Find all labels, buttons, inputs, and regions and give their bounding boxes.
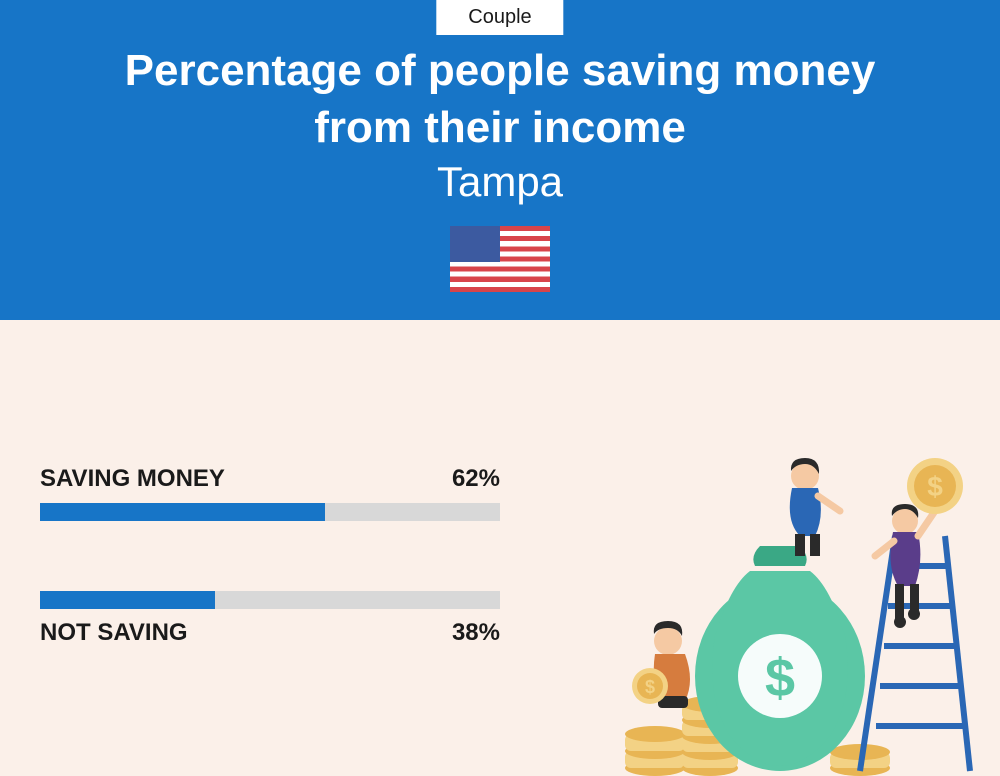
bar-notsaving-track xyxy=(40,591,500,609)
us-flag-icon xyxy=(450,226,550,292)
bar-saving-track xyxy=(40,503,500,521)
bar-saving-labels: SAVING MONEY 62% xyxy=(40,465,500,493)
bar-saving: SAVING MONEY 62% xyxy=(40,465,500,521)
coin-stack-left xyxy=(625,726,685,776)
flag-canton xyxy=(450,226,500,262)
page-title: Percentage of people saving money from t… xyxy=(0,42,1000,156)
bar-notsaving-value: 38% xyxy=(452,619,500,647)
bar-notsaving-fill xyxy=(40,591,215,609)
bar-notsaving-labels: NOT SAVING 38% xyxy=(40,619,500,647)
person-sitting-icon: $ xyxy=(632,621,690,708)
money-bag-icon: $ xyxy=(695,546,865,771)
demographic-tab: Couple xyxy=(436,0,563,35)
big-coin-icon: $ xyxy=(907,458,963,514)
title-line-2: from their income xyxy=(314,103,686,152)
person-top-icon xyxy=(790,458,840,556)
bar-notsaving: NOT SAVING 38% xyxy=(40,591,500,647)
bar-saving-value: 62% xyxy=(452,465,500,493)
svg-text:$: $ xyxy=(927,471,943,502)
bar-saving-label: SAVING MONEY xyxy=(40,465,225,493)
bars-container: SAVING MONEY 62% NOT SAVING 38% xyxy=(40,465,500,717)
bar-notsaving-label: NOT SAVING xyxy=(40,619,188,647)
title-line-1: Percentage of people saving money xyxy=(125,46,876,95)
svg-text:$: $ xyxy=(765,648,795,708)
savings-illustration: $ $ xyxy=(600,436,980,776)
city-name: Tampa xyxy=(0,158,1000,206)
svg-text:$: $ xyxy=(645,677,655,697)
bar-saving-fill xyxy=(40,503,325,521)
